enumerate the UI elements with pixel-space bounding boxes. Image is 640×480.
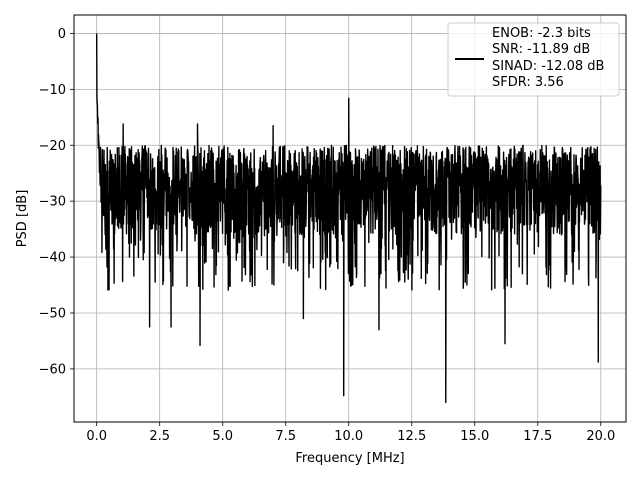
x-tick-label: 12.5 xyxy=(397,429,426,444)
y-tick-label: −30 xyxy=(39,195,66,210)
legend-entry-enob: ENOB: -2.3 bits xyxy=(492,26,591,41)
x-tick-label: 5.0 xyxy=(212,429,233,444)
y-tick-label: −10 xyxy=(39,83,66,98)
x-axis-ticks: 0.0 2.5 5.0 7.5 10.0 12.5 15.0 17.5 20.0 xyxy=(86,422,615,444)
psd-series-path xyxy=(95,33,602,404)
x-tick-label: 17.5 xyxy=(523,429,552,444)
y-tick-label: −20 xyxy=(39,139,66,154)
x-tick-label: 20.0 xyxy=(586,429,615,444)
legend-entry-sinad: SINAD: -12.08 dB xyxy=(492,59,604,74)
legend-entry-sfdr: SFDR: 3.56 xyxy=(492,75,564,90)
x-tick-label: 10.0 xyxy=(334,429,363,444)
legend-box xyxy=(447,22,620,97)
legend-entry-snr: SNR: -11.89 dB xyxy=(492,42,590,57)
y-tick-label: −40 xyxy=(39,251,66,266)
x-tick-label: 2.5 xyxy=(149,429,170,444)
y-tick-label: −60 xyxy=(39,362,66,377)
x-tick-label: 7.5 xyxy=(275,429,296,444)
x-axis-label: Frequency [MHz] xyxy=(295,451,404,466)
y-tick-label: −50 xyxy=(39,306,66,321)
y-axis-label: PSD [dB] xyxy=(15,190,30,248)
x-tick-label: 0.0 xyxy=(86,429,107,444)
y-tick-label: 0 xyxy=(58,27,66,42)
y-axis-ticks: 0 −10 −20 −30 −40 −50 −60 xyxy=(39,27,74,377)
x-tick-label: 15.0 xyxy=(460,429,489,444)
plot-area-frame xyxy=(73,14,627,423)
psd-line xyxy=(95,33,602,404)
legend: ENOB: -2.3 bits SNR: -11.89 dB SINAD: -1… xyxy=(447,22,620,97)
